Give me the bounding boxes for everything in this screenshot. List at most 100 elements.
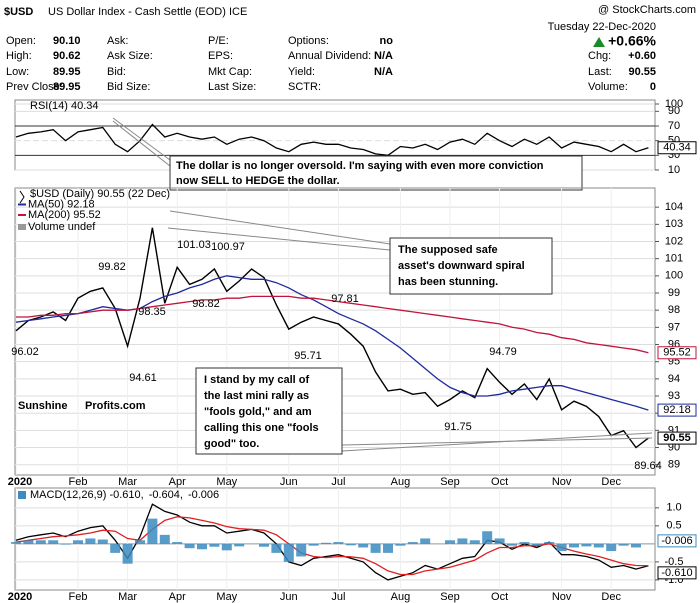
- x-tick-label: Jun: [280, 476, 298, 488]
- y-tick-label: 102: [665, 235, 683, 247]
- legend-entry: -0.006: [188, 489, 219, 501]
- value-tag: [657, 346, 697, 360]
- histogram-bar: [234, 543, 245, 547]
- legend-entry: MA(50) 92.18: [28, 198, 95, 210]
- y-tick-label: 94: [668, 373, 680, 385]
- value-tag-label: -0.006: [661, 535, 692, 547]
- legend-entry: Volume undef: [28, 221, 96, 233]
- histogram-bar: [271, 543, 282, 553]
- series-line: [15, 275, 649, 411]
- histogram-bar: [147, 518, 158, 544]
- value-tag-label: 92.18: [663, 404, 691, 416]
- legend-entry: MACD(12,26,9) -0.610,: [30, 489, 144, 501]
- annotation-box: [169, 155, 583, 191]
- histogram-bar: [507, 543, 517, 546]
- point-label: 95.71: [294, 350, 322, 362]
- annotation-text: The dollar is no longer oversold. I'm sa…: [176, 160, 544, 172]
- quote-label: High:: [6, 50, 32, 62]
- x-tick-label: Nov: [552, 591, 572, 603]
- y-tick-label: 103: [665, 218, 683, 230]
- annotation-text: "fools gold," and am: [204, 406, 312, 418]
- histogram-bar: [122, 543, 133, 564]
- legend-swatch: [18, 491, 26, 499]
- panel-title: $USD (Daily) 90.55 (22 Dec): [30, 188, 170, 200]
- quote-label: Ask:: [107, 35, 128, 47]
- quote-label: P/E:: [208, 35, 229, 47]
- histogram-bar: [259, 543, 269, 547]
- point-label: 100.97: [211, 241, 245, 253]
- x-tick-label: Apr: [169, 591, 186, 603]
- x-tick-label: Aug: [391, 476, 411, 488]
- quote-label: Options:: [288, 35, 329, 47]
- point-label: 94.61: [129, 372, 157, 384]
- x-tick-label: 2020: [8, 476, 32, 488]
- y-tick-label: 93: [668, 390, 680, 402]
- quote-label: Open:: [6, 35, 36, 47]
- x-tick-label: Sep: [440, 591, 460, 603]
- histogram-bar: [395, 543, 406, 546]
- quote-label: Volume:: [588, 81, 628, 93]
- x-tick-label: Feb: [69, 591, 88, 603]
- value-tag-label: 95.52: [663, 347, 691, 359]
- point-label: 101.03: [177, 239, 211, 251]
- date: Tuesday 22-Dec-2020: [548, 21, 656, 33]
- annotation-text: has been stunning.: [398, 276, 498, 288]
- point-label: 91.75: [444, 421, 472, 433]
- series-line: [15, 516, 649, 576]
- quote-label: Mkt Cap:: [208, 66, 252, 78]
- x-tick-label: Apr: [169, 476, 186, 488]
- y-tick-label: -0.5: [665, 556, 684, 568]
- panel-title: RSI(14) 40.34: [30, 100, 98, 112]
- histogram-bar: [407, 542, 418, 544]
- histogram-bar: [73, 540, 83, 544]
- annotation-text: The supposed safe: [398, 244, 498, 256]
- callout-line: [112, 117, 171, 161]
- quote-value: +0.60: [628, 50, 656, 62]
- quote-value: no: [380, 35, 394, 47]
- annotation-box: [195, 367, 343, 455]
- legend-entry: -0.604,: [149, 489, 183, 501]
- quote-label: SCTR:: [288, 81, 321, 93]
- legend-entry: MA(200) 95.52: [28, 209, 101, 221]
- histogram-bar: [296, 543, 307, 557]
- quote-value: 90.55: [628, 66, 656, 78]
- quote-label: Annual Dividend:: [288, 50, 371, 62]
- histogram-bar: [48, 540, 59, 544]
- quote-value: 89.95: [53, 81, 81, 93]
- x-tick-label: Dec: [601, 476, 621, 488]
- point-label: 97.81: [331, 293, 359, 305]
- x-tick-label: Mar: [118, 591, 137, 603]
- annotation-text: now SELL to HEDGE the dollar.: [176, 175, 340, 187]
- logo-text: Profits.com: [85, 400, 146, 412]
- y-tick-label: 90: [668, 105, 680, 117]
- histogram-bar: [97, 539, 108, 544]
- annotation-box: [389, 237, 553, 295]
- histogram-bar: [420, 538, 431, 544]
- histogram-bar: [110, 543, 121, 553]
- quote-value: 90.10: [53, 35, 81, 47]
- histogram-bar: [631, 543, 641, 548]
- histogram-bar: [283, 543, 294, 562]
- histogram-bar: [159, 534, 170, 544]
- y-tick-label: 100: [665, 270, 683, 282]
- quote-value: N/A: [374, 50, 393, 62]
- histogram-bar: [333, 542, 344, 544]
- histogram-bar: [308, 543, 319, 546]
- symbol-icon: [19, 190, 25, 204]
- histogram-bar: [569, 543, 579, 548]
- x-tick-label: Aug: [391, 591, 411, 603]
- histogram-bar: [494, 538, 505, 544]
- histogram-bar: [184, 543, 195, 549]
- quote-value: 0: [650, 81, 656, 93]
- x-tick-label: May: [216, 591, 237, 603]
- histogram-bar: [469, 540, 480, 544]
- histogram-bar: [345, 543, 356, 546]
- histogram-bar: [172, 542, 183, 544]
- x-tick-label: Sep: [440, 476, 460, 488]
- legend-swatch: [18, 224, 26, 230]
- series-line: [15, 227, 649, 449]
- annotation-text: the last mini rally as: [204, 390, 309, 402]
- quote-label: EPS:: [208, 50, 233, 62]
- up-triangle: [593, 37, 605, 47]
